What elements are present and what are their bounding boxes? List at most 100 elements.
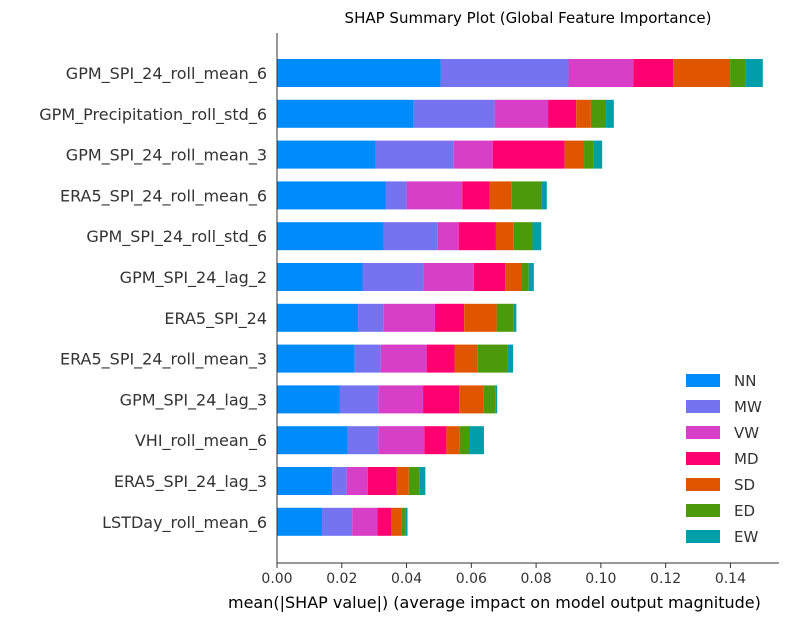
bar-nn-2 [277, 140, 376, 169]
bar-ed-9 [459, 426, 470, 455]
x-tick-label-1: 0.02 [326, 571, 357, 587]
bar-sd-2 [564, 140, 585, 169]
bar-ew-7 [507, 344, 514, 373]
bar-md-2 [492, 140, 565, 169]
legend-swatch-md [686, 452, 720, 465]
feature-label-4: GPM_SPI_24_roll_std_6 [86, 227, 267, 247]
bar-vw-10 [346, 467, 368, 495]
bar-vw-4 [437, 222, 459, 251]
bar-md-9 [424, 426, 447, 455]
bar-sd-7 [454, 344, 478, 373]
bar-md-3 [462, 181, 490, 210]
x-tick-label-5: 0.10 [585, 571, 616, 587]
bar-nn-7 [277, 344, 355, 373]
bar-ed-0 [730, 59, 746, 87]
bar-md-11 [377, 507, 392, 536]
bar-ew-8 [495, 385, 498, 414]
bar-ed-6 [496, 303, 514, 332]
legend-label-ed: ED [734, 502, 755, 520]
legend-swatch-mw [686, 400, 720, 413]
bar-mw-7 [354, 344, 381, 373]
bar-ed-7 [477, 344, 508, 373]
bar-nn-0 [277, 59, 441, 87]
bar-nn-1 [277, 99, 414, 128]
bar-vw-3 [406, 181, 463, 210]
bar-sd-4 [495, 222, 514, 251]
legend-label-vw: VW [734, 424, 759, 442]
bar-vw-6 [383, 303, 436, 332]
bar-ed-1 [590, 99, 607, 128]
bar-mw-6 [357, 303, 384, 332]
legend-label-md: MD [734, 450, 759, 468]
bar-vw-8 [378, 385, 424, 414]
bars-layer [277, 59, 763, 536]
chart-title: SHAP Summary Plot (Global Feature Import… [345, 9, 712, 27]
bar-nn-10 [277, 467, 333, 495]
feature-label-5: GPM_SPI_24_lag_2 [120, 268, 267, 288]
bar-sd-11 [391, 507, 402, 536]
feature-label-1: GPM_Precipitation_roll_std_6 [39, 105, 267, 125]
legend-label-nn: NN [734, 372, 756, 390]
feature-labels: GPM_SPI_24_roll_mean_6 GPM_Precipitation_… [39, 64, 267, 533]
bar-nn-11 [277, 507, 323, 536]
feature-label-11: LSTDay_roll_mean_6 [102, 513, 267, 533]
bar-sd-3 [489, 181, 512, 210]
x-tick-label-0: 0.00 [261, 571, 292, 587]
bar-vw-1 [494, 99, 549, 128]
x-tick-label-3: 0.06 [456, 571, 487, 587]
bar-ew-10 [419, 467, 426, 495]
bar-md-10 [367, 467, 397, 495]
feature-label-9: VHI_roll_mean_6 [135, 431, 267, 451]
bar-mw-8 [339, 385, 379, 414]
bar-ed-4 [513, 222, 533, 251]
bar-ed-10 [408, 467, 420, 495]
bar-md-5 [473, 263, 506, 291]
bar-nn-3 [277, 181, 386, 210]
feature-label-2: GPM_SPI_24_roll_mean_3 [66, 146, 267, 166]
bar-sd-0 [673, 59, 731, 87]
bar-mw-4 [383, 222, 438, 251]
legend-swatch-ew [686, 530, 720, 543]
bar-md-7 [426, 344, 455, 373]
bar-md-0 [633, 59, 674, 87]
bar-mw-5 [362, 263, 424, 291]
bar-mw-11 [322, 507, 353, 536]
x-tick-label-6: 0.12 [650, 571, 681, 587]
bar-vw-5 [423, 263, 474, 291]
legend-swatch-nn [686, 374, 720, 387]
bar-ew-11 [405, 507, 408, 536]
bar-nn-9 [277, 426, 348, 455]
bar-ew-9 [469, 426, 484, 455]
bar-ew-3 [541, 181, 547, 210]
legend: NN MW VW MD SD ED EW [686, 372, 762, 546]
bar-sd-5 [505, 263, 522, 291]
bar-vw-11 [352, 507, 378, 536]
bar-ed-5 [521, 263, 529, 291]
x-tick-label-2: 0.04 [391, 571, 422, 587]
legend-label-sd: SD [734, 476, 755, 494]
feature-label-0: GPM_SPI_24_roll_mean_6 [66, 64, 267, 84]
bar-ew-0 [745, 59, 763, 87]
x-tick-label-4: 0.08 [521, 571, 552, 587]
bar-mw-1 [413, 99, 495, 128]
bar-nn-8 [277, 385, 340, 414]
feature-label-8: GPM_SPI_24_lag_3 [120, 390, 267, 410]
feature-label-6: ERA5_SPI_24 [164, 309, 267, 329]
bar-vw-9 [378, 426, 425, 455]
bar-ew-4 [532, 222, 542, 251]
bar-sd-9 [446, 426, 460, 455]
feature-label-10: ERA5_SPI_24_lag_3 [114, 472, 267, 492]
bar-ed-8 [483, 385, 496, 414]
bar-vw-7 [380, 344, 427, 373]
bar-mw-9 [347, 426, 379, 455]
bar-sd-6 [464, 303, 497, 332]
bar-ed-2 [584, 140, 594, 169]
bar-nn-5 [277, 263, 363, 291]
bar-ed-11 [401, 507, 406, 536]
x-axis: 0.00 0.02 0.04 0.06 0.08 0.10 0.12 0.14 [261, 33, 779, 587]
bar-sd-1 [576, 99, 591, 128]
bar-mw-2 [375, 140, 454, 169]
bar-ew-5 [528, 263, 534, 291]
